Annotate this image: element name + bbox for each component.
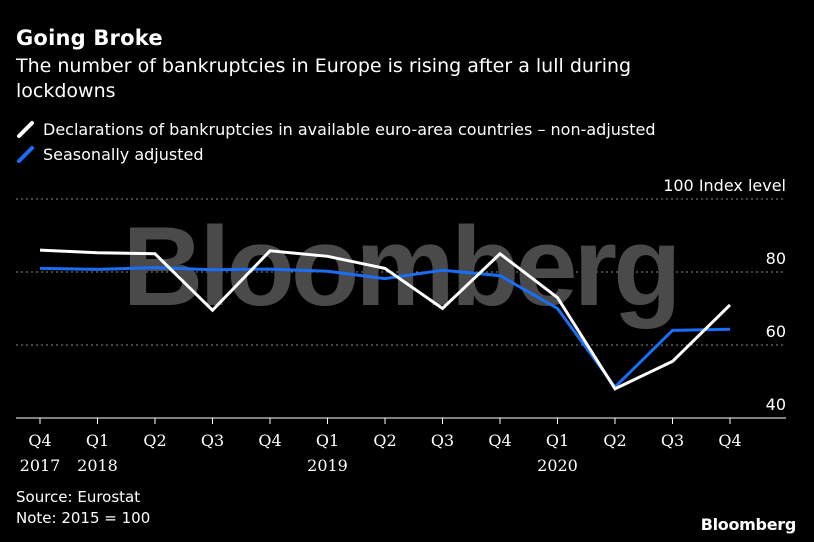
x-tick-label-quarter: Q4 [488,431,511,450]
index-note: Note: 2015 = 100 [16,509,151,527]
x-tick-label-quarter: Q1 [316,431,339,450]
y-tick-label-80: 80 [766,249,786,268]
x-tick-label-quarter: Q2 [373,431,396,450]
watermark: Bloomberg [122,204,677,329]
x-tick-label-quarter: Q3 [661,431,684,450]
legend-label-non-adjusted: Declarations of bankruptcies in availabl… [43,120,656,139]
x-tick-label-year: 2019 [307,456,348,475]
chart-title: Going Broke [16,26,163,50]
chart-subtitle: The number of bankruptcies in Europe is … [16,55,632,102]
x-tick-label-quarter: Q1 [546,431,569,450]
legend-swatch-white [17,121,34,138]
y-tick-label-60: 60 [766,322,786,341]
source-note: Source: Eurostat [16,488,141,506]
legend-item-seasonally-adjusted: Seasonally adjusted [16,145,203,164]
x-tick-label-year: 2020 [537,456,578,475]
x-tick-label-quarter: Q4 [28,431,51,450]
x-tick-label-quarter: Q2 [143,431,166,450]
x-tick-label-year: 2017 [20,456,61,475]
x-tick-label-quarter: Q4 [718,431,741,450]
legend-item-non-adjusted: Declarations of bankruptcies in availabl… [16,120,656,139]
x-tick-label-quarter: Q3 [201,431,224,450]
x-tick-label-quarter: Q2 [603,431,626,450]
y-tick-label-40: 40 [766,395,786,414]
legend-swatch-blue [17,146,34,163]
x-tick-label-year: 2018 [77,456,118,475]
legend-label-seasonally-adjusted: Seasonally adjusted [43,145,204,164]
y-tick-label-100: 100 Index level [663,176,786,195]
series-line-non-adjusted [39,248,732,391]
bloomberg-logo: Bloomberg [700,515,797,534]
x-tick-label-quarter: Q3 [431,431,454,450]
x-tick-label-quarter: Q4 [258,431,281,450]
x-tick-label-quarter: Q1 [86,431,109,450]
